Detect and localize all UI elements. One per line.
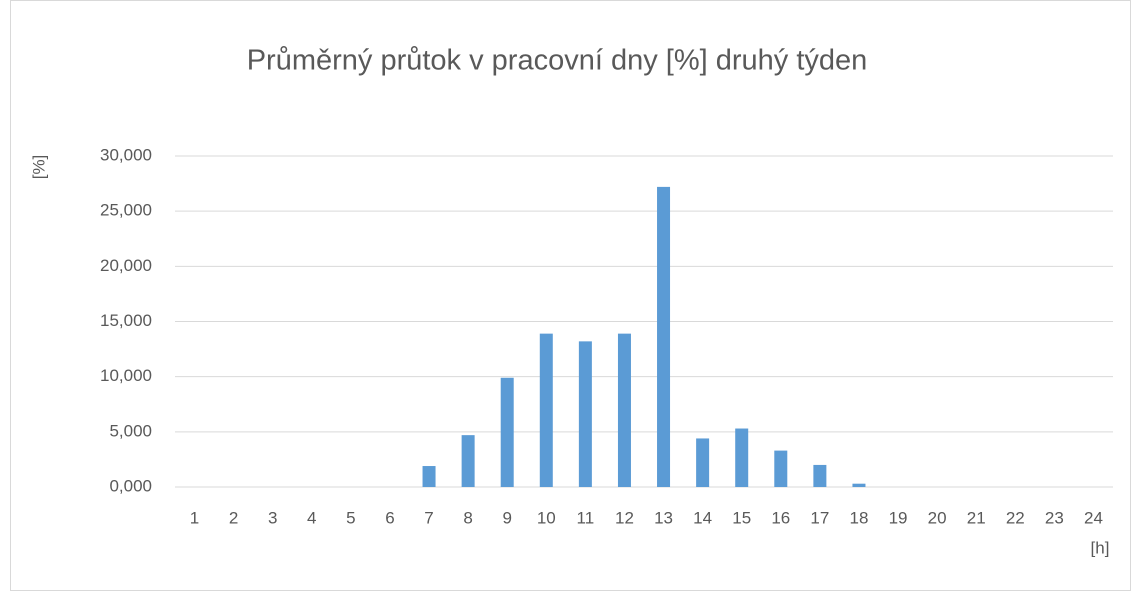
bar <box>657 186 671 488</box>
x-tick-label: 11 <box>577 508 595 527</box>
y-tick-label: 25,000 <box>100 201 152 220</box>
y-tick-label: 10,000 <box>100 366 152 385</box>
bar <box>617 333 631 487</box>
x-tick-label: 19 <box>889 508 908 527</box>
bar <box>852 483 866 487</box>
x-tick-label: 22 <box>1006 508 1025 527</box>
y-tick-label: 0,000 <box>109 476 152 495</box>
y-axis-label: [%] <box>29 155 48 180</box>
x-tick-label: 6 <box>385 508 394 527</box>
x-tick-label: 4 <box>307 508 316 527</box>
x-tick-label: 5 <box>346 508 355 527</box>
x-tick-label: 18 <box>849 508 868 527</box>
x-tick-label: 8 <box>463 508 472 527</box>
x-axis-label: [h] <box>1091 538 1110 557</box>
x-tick-label: 15 <box>732 508 751 527</box>
x-tick-label: 14 <box>693 508 712 527</box>
bar <box>500 377 514 487</box>
x-tick-label: 17 <box>810 508 829 527</box>
x-tick-label: 13 <box>654 508 673 527</box>
x-tick-label: 21 <box>967 508 986 527</box>
y-tick-label: 15,000 <box>100 311 152 330</box>
y-tick-label: 5,000 <box>109 421 152 440</box>
x-tick-label: 7 <box>424 508 433 527</box>
x-tick-label: 9 <box>502 508 511 527</box>
y-tick-label: 30,000 <box>100 145 152 164</box>
x-tick-label: 1 <box>190 508 199 527</box>
x-tick-label: 12 <box>615 508 634 527</box>
bar <box>578 341 592 487</box>
bar <box>539 333 553 487</box>
x-tick-label: 20 <box>928 508 947 527</box>
bar <box>422 466 436 487</box>
chart-title: Průměrný průtok v pracovní dny [%] druhý… <box>247 45 868 77</box>
bar <box>813 464 827 487</box>
chart-border <box>10 0 1131 591</box>
bar <box>461 435 475 487</box>
x-tick-label: 24 <box>1084 508 1103 527</box>
bar <box>774 450 788 487</box>
x-tick-label: 16 <box>771 508 790 527</box>
x-tick-label: 2 <box>229 508 238 527</box>
x-tick-label: 10 <box>537 508 556 527</box>
x-tick-label: 23 <box>1045 508 1064 527</box>
bar <box>735 428 749 487</box>
y-tick-label: 20,000 <box>100 256 152 275</box>
bar <box>696 438 710 487</box>
x-tick-label: 3 <box>268 508 277 527</box>
